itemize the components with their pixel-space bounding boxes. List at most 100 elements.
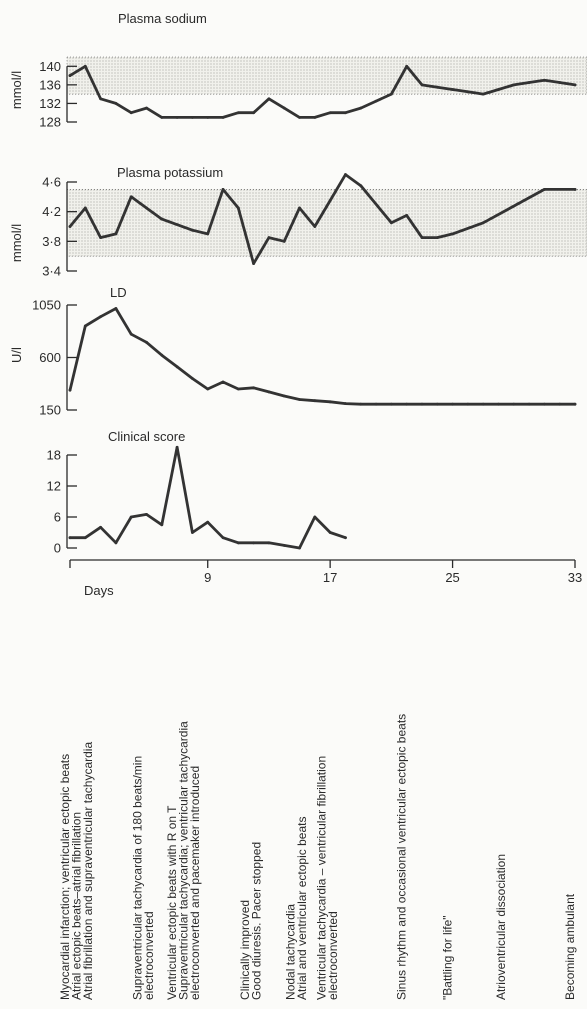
y-axis-unit: U/l (9, 347, 24, 363)
data-point (497, 402, 500, 406)
event-label: Ventricular tachycardia – ventricular fi… (314, 756, 328, 1000)
y-tick-label: 4·2 (42, 204, 61, 219)
data-point (99, 236, 103, 240)
data-point (497, 88, 500, 91)
data-point (344, 402, 347, 405)
data-point (114, 541, 118, 545)
data-point (313, 115, 317, 119)
y-tick-label: 18 (47, 448, 61, 463)
data-point (466, 402, 470, 406)
data-point (451, 88, 454, 91)
event-label: Myocardial infarction; ventricular ectop… (58, 754, 72, 1000)
data-point (160, 523, 164, 527)
data-point (252, 262, 256, 265)
data-point (451, 402, 454, 406)
panel-title: Plasma potassium (117, 165, 223, 180)
x-tick-label: 25 (445, 570, 459, 585)
data-point (542, 188, 546, 191)
data-point (83, 64, 87, 68)
y-tick-label: 3·4 (42, 264, 61, 279)
data-point (83, 206, 87, 210)
data-point (129, 195, 133, 199)
data-point (328, 111, 332, 115)
event-label: electroconverted and pacemaker introduce… (188, 766, 202, 1000)
x-tick-label: 9 (204, 570, 211, 585)
data-point (175, 445, 179, 449)
data-point (206, 115, 210, 119)
data-point (389, 92, 393, 96)
x-axis-label: Days (84, 583, 114, 598)
event-label: Becoming ambulant (563, 893, 577, 1000)
event-label: electroconverted (142, 911, 156, 1000)
data-point (267, 236, 271, 240)
data-point (313, 225, 317, 228)
data-point (481, 221, 485, 225)
y-tick-label: 150 (39, 403, 61, 418)
data-point (129, 515, 133, 519)
data-point (328, 199, 332, 202)
y-tick-label: 1050 (32, 298, 61, 313)
data-point (542, 402, 546, 406)
event-label: Sinus rhythm and occasional ventricular … (395, 714, 409, 1000)
data-point (236, 111, 240, 115)
series-line (68, 64, 577, 119)
y-tick-label: 140 (39, 59, 61, 74)
data-point (328, 531, 332, 534)
y-tick-label: 136 (39, 77, 61, 92)
data-point (282, 239, 286, 243)
data-point (466, 90, 470, 94)
data-point (359, 402, 363, 406)
data-point (405, 213, 409, 217)
data-point (191, 228, 194, 232)
data-point (68, 225, 72, 228)
y-tick-label: 12 (47, 479, 61, 494)
data-point (191, 377, 194, 380)
data-point (99, 525, 103, 529)
event-label: Atrial fibrillation and supraventricular… (81, 742, 95, 1000)
data-point (145, 513, 148, 516)
data-point (313, 515, 317, 519)
data-point (83, 324, 87, 328)
data-point (481, 92, 485, 96)
data-point (344, 536, 347, 540)
data-point (252, 386, 256, 390)
panel-title: Clinical score (108, 429, 185, 444)
data-point (298, 398, 301, 401)
data-point (313, 399, 317, 403)
data-point (114, 307, 118, 310)
data-point (405, 64, 409, 68)
data-point (236, 387, 240, 391)
data-point (328, 400, 332, 404)
data-point (221, 536, 225, 540)
data-point (267, 97, 271, 101)
event-label: Ventricular ectopic beats with R on T (165, 805, 179, 1000)
data-point (374, 402, 378, 406)
data-point (558, 81, 562, 84)
data-point (145, 106, 148, 110)
data-point (99, 97, 103, 101)
data-point (542, 78, 546, 82)
data-point (236, 206, 240, 210)
panel-title: Plasma sodium (118, 11, 207, 26)
data-point (175, 115, 179, 119)
normal-range-band (66, 56, 587, 95)
data-point (160, 115, 164, 119)
y-tick-label: 128 (39, 115, 61, 130)
data-point (527, 81, 531, 84)
data-point (282, 544, 286, 547)
data-point (435, 402, 439, 406)
data-point (298, 546, 301, 550)
data-point (191, 531, 194, 534)
y-tick-label: 3·8 (42, 234, 61, 249)
data-point (298, 115, 301, 119)
normal-range-band (66, 189, 587, 257)
data-point (83, 536, 87, 540)
data-point (114, 102, 118, 105)
data-point (221, 188, 225, 191)
y-tick-label: 0 (54, 541, 61, 556)
data-point (389, 402, 393, 406)
data-point (252, 111, 256, 115)
data-point (252, 541, 256, 545)
series-line (68, 307, 577, 406)
